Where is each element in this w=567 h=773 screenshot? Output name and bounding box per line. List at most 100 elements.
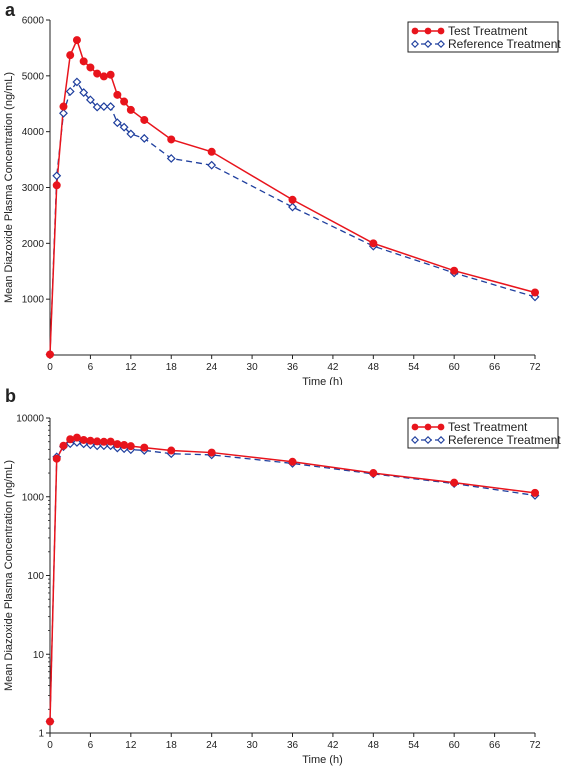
data-point-test — [120, 97, 129, 106]
data-point-test — [531, 288, 540, 297]
y-tick-label: 10 — [33, 650, 45, 661]
legend-marker-test — [411, 423, 419, 431]
panel-label: a — [5, 0, 16, 20]
data-point-test — [288, 195, 297, 204]
y-tick-label: 1000 — [22, 492, 45, 503]
x-tick-label: 18 — [166, 362, 178, 373]
y-tick-label: 4000 — [22, 127, 45, 138]
data-point-test — [126, 442, 135, 451]
data-point-reference — [166, 154, 176, 163]
x-tick-label: 18 — [166, 740, 178, 751]
x-tick-label: 12 — [125, 740, 137, 751]
x-axis-title: Time (h) — [302, 376, 343, 385]
x-tick-label: 72 — [529, 362, 541, 373]
legend-marker-reference — [437, 436, 445, 444]
legend-marker-reference — [424, 436, 432, 444]
data-point-test — [93, 437, 102, 446]
y-tick-label: 3000 — [22, 183, 45, 194]
data-point-reference — [59, 108, 68, 118]
legend-marker-test — [411, 27, 419, 35]
legend-label-test: Test Treatment — [448, 24, 528, 38]
data-point-test — [59, 441, 68, 450]
data-point-test — [207, 147, 216, 156]
y-tick-label: 2000 — [22, 239, 45, 250]
data-point-test — [113, 440, 122, 449]
data-point-test — [140, 115, 149, 124]
data-point-test — [450, 266, 459, 275]
data-point-test — [46, 717, 55, 726]
x-tick-label: 72 — [529, 740, 541, 751]
x-tick-label: 66 — [489, 362, 501, 373]
x-tick-label: 48 — [368, 740, 380, 751]
legend-marker-reference — [437, 40, 445, 48]
data-point-test — [52, 181, 61, 190]
data-point-test — [106, 437, 115, 446]
x-tick-label: 48 — [368, 362, 380, 373]
data-point-test — [167, 446, 176, 455]
x-tick-label: 30 — [247, 362, 259, 373]
data-point-test — [369, 469, 378, 478]
data-point-reference — [126, 129, 136, 139]
y-tick-label: 1000 — [22, 295, 45, 306]
legend-label-reference: Reference Treatment — [448, 433, 561, 447]
series-line-reference — [49, 80, 536, 355]
data-point-reference — [72, 77, 82, 87]
legend-label-test: Test Treatment — [448, 420, 528, 434]
legend-marker-test — [424, 423, 432, 431]
x-tick-label: 24 — [206, 362, 218, 373]
data-point-test — [86, 63, 95, 72]
x-tick-label: 12 — [125, 362, 137, 373]
x-tick-label: 6 — [88, 740, 94, 751]
x-tick-label: 30 — [247, 740, 259, 751]
data-point-reference — [99, 102, 109, 111]
data-point-reference — [85, 95, 95, 105]
legend-box — [407, 417, 559, 449]
x-tick-label: 36 — [287, 740, 299, 751]
data-point-test — [93, 69, 102, 78]
data-point-reference — [72, 438, 82, 447]
data-point-test — [59, 102, 68, 111]
data-point-reference — [52, 171, 62, 181]
panel-label: b — [5, 386, 16, 406]
data-point-reference — [65, 87, 75, 96]
legend-label-reference: Reference Treatment — [448, 37, 561, 51]
legend-marker-reference — [424, 40, 432, 48]
y-tick-label: 100 — [27, 571, 44, 582]
y-tick-label: 6000 — [22, 16, 45, 27]
y-tick-label: 1 — [38, 729, 44, 740]
chart-panel-a: a 0 6 12 18 24 30 36 42 48 54 60 66 72 1000 2000 3000 400… — [3, 0, 561, 385]
data-point-reference — [288, 202, 297, 212]
data-point-test — [207, 448, 216, 457]
y-tick-label: 10000 — [16, 414, 44, 425]
data-point-test — [167, 135, 176, 144]
data-point-reference — [106, 102, 116, 111]
data-point-reference — [92, 102, 102, 112]
x-tick-label: 0 — [47, 740, 53, 751]
data-point-test — [72, 433, 81, 442]
data-point-test — [99, 72, 108, 81]
data-point-test — [450, 478, 459, 487]
data-point-test — [66, 435, 75, 444]
legend-marker-test — [437, 423, 445, 431]
data-point-test — [86, 436, 95, 445]
data-point-reference — [112, 118, 122, 128]
data-point-test — [126, 105, 135, 114]
data-point-test — [531, 488, 540, 497]
data-point-test — [72, 36, 81, 45]
data-point-reference — [119, 122, 129, 132]
y-axis-title: Mean Diazoxide Plasma Concentration (ng/… — [3, 72, 15, 303]
legend-box — [407, 21, 559, 53]
data-point-reference — [207, 160, 217, 170]
data-point-test — [369, 239, 378, 248]
y-axis-title: Mean Diazoxide Plasma Concentration (ng/… — [3, 460, 15, 691]
data-point-test — [79, 57, 88, 66]
data-point-test — [113, 90, 122, 99]
x-tick-label: 42 — [327, 362, 339, 373]
x-tick-label: 6 — [88, 362, 94, 373]
y-tick-label: 5000 — [22, 71, 45, 82]
data-point-test — [66, 51, 75, 60]
data-point-test — [79, 435, 88, 444]
legend-marker-test — [424, 27, 432, 35]
